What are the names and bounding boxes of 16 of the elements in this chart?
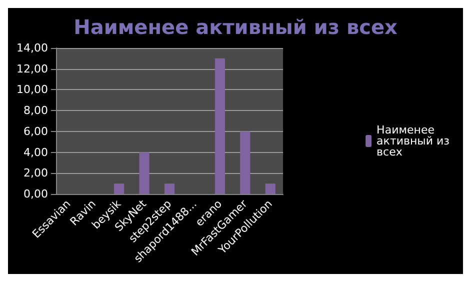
bar — [214, 58, 225, 194]
bar — [114, 184, 124, 194]
y-tick-label: 4,00 — [24, 146, 48, 159]
y-tick-label: 0,00 — [24, 188, 48, 200]
y-tick-label: 8,00 — [24, 104, 48, 118]
legend-label: Наименее активный из всех — [376, 124, 454, 158]
y-tick-label: 12,00 — [16, 62, 48, 76]
bar — [240, 131, 250, 194]
y-tick-label: 14,00 — [16, 42, 48, 54]
bar — [164, 184, 175, 194]
bar — [139, 152, 150, 194]
chart-title: Наименее активный из всех — [74, 15, 398, 39]
y-tick-label: 2,00 — [24, 166, 48, 180]
bar — [265, 184, 276, 194]
y-tick-label: 6,00 — [24, 124, 48, 138]
y-tick-label: 10,00 — [16, 83, 48, 96]
